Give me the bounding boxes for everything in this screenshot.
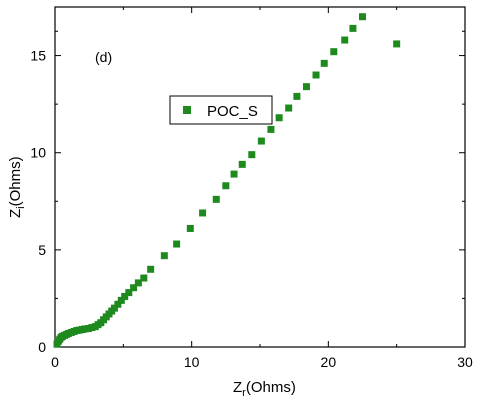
data-point [393,40,401,48]
y-tick-label: 15 [30,48,46,64]
data-point [173,240,181,248]
data-point [230,170,238,178]
data-point [238,160,246,168]
data-point [134,279,142,287]
data-point [248,151,256,159]
data-points [53,13,401,348]
data-point [160,252,168,260]
y-axis-title-sub: i [15,206,27,208]
y-tick-label: 5 [38,242,46,258]
data-point [312,71,320,79]
x-tick-label: 10 [184,354,200,370]
data-point [130,284,138,292]
data-point [341,36,349,44]
data-point [199,209,207,217]
data-point [320,59,328,67]
x-tick-label: 20 [321,354,337,370]
data-point [110,304,118,312]
data-point [267,125,275,133]
x-axis-title-sub: r [242,387,246,399]
y-tick-label: 10 [30,145,46,161]
x-axis-title-unit: (Ohms) [246,379,296,396]
data-point [140,274,148,282]
y-axis-title: Zi(Ohms) [7,156,27,218]
y-tick-label: 0 [38,339,46,355]
y-axis-title-unit: (Ohms) [7,156,24,206]
plot-frame [54,6,466,348]
y-axis-title-main: Z [7,209,24,218]
data-point [302,83,310,91]
x-axis-title: Zr(Ohms) [233,379,296,399]
data-point [330,48,338,56]
data-point [121,292,129,300]
panel-label: (d) [95,49,112,65]
data-point [285,104,293,112]
data-point [125,289,133,297]
data-point [359,13,366,21]
legend-label: POC_S [207,103,258,120]
legend: POC_S [169,95,273,125]
data-point [114,300,122,308]
data-point [147,265,155,273]
data-point [257,137,265,145]
data-point [186,224,194,232]
data-point [117,296,125,304]
data-point [349,24,357,32]
legend-marker [183,106,191,114]
data-point [275,114,283,122]
data-point [222,182,230,190]
x-tick-label: 0 [51,354,59,370]
x-axis-title-main: Z [233,379,242,396]
data-point [212,195,220,203]
data-point [293,92,301,100]
axis-ticks: 0 10 20 30 0 5 10 15 [30,7,473,370]
x-tick-label: 30 [457,354,473,370]
